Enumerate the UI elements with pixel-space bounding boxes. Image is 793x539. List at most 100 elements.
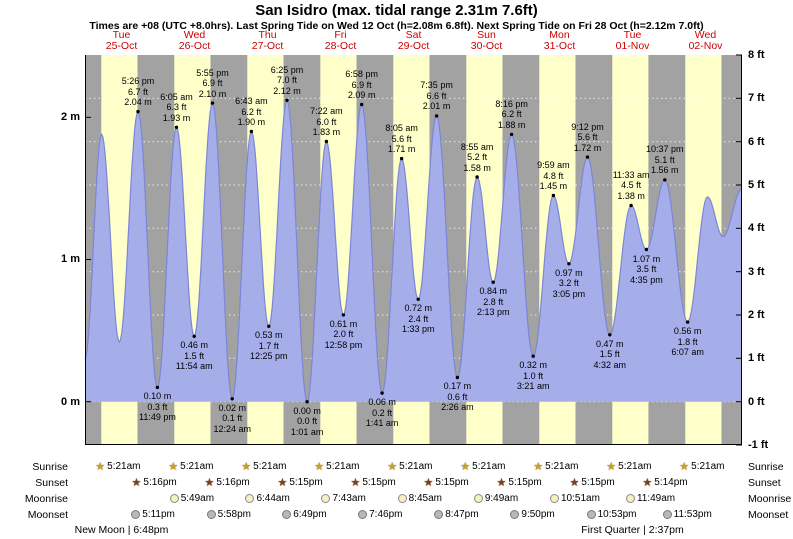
tide-extreme-dot <box>267 324 271 328</box>
moonrise-icon <box>321 494 331 503</box>
day-weekday: Sat <box>405 29 422 41</box>
sunset-entry: ★ 5:14pm <box>642 477 687 488</box>
sunset-entry: ★ 5:15pm <box>277 477 322 488</box>
day-label: Tue 01-Nov <box>616 30 650 52</box>
moonset-entry: 6:49pm <box>282 509 327 520</box>
sunrise-entry: ★ 5:21am <box>314 461 359 472</box>
moonset-icon <box>586 510 596 519</box>
sunrise-entry: ★ 5:21am <box>168 461 213 472</box>
moonrise-icon <box>625 494 635 503</box>
sunrise-time: 5:21am <box>180 461 214 472</box>
tide-extreme-dot <box>360 102 364 107</box>
tide-extreme-dot <box>629 203 633 208</box>
tide-extreme-dot <box>230 397 234 401</box>
y-axis-right-tick: 2 ft <box>748 309 765 321</box>
moonrise-time: 6:44am <box>256 493 290 504</box>
day-label: Sun 30-Oct <box>471 30 503 52</box>
sunset-time: 5:15pm <box>508 477 542 488</box>
tide-extreme-dot <box>341 313 346 317</box>
sunset-row-label-left: Sunset <box>35 477 68 489</box>
y-axis-right-tick: -1 ft <box>748 439 769 451</box>
moonrise-time: 5:49am <box>180 493 215 504</box>
tide-extreme-dot <box>192 334 196 338</box>
moonrise-icon <box>550 494 559 503</box>
sunset-icon: ★ <box>496 476 507 489</box>
moonset-icon <box>662 510 672 519</box>
moonset-time: 11:53pm <box>673 509 712 520</box>
moonset-entry: 5:58pm <box>206 509 251 520</box>
sunset-time: 5:16pm <box>143 477 177 488</box>
y-axis-left-tick: 1 m <box>61 253 80 266</box>
sunset-entry: ★ 5:15pm <box>350 477 395 488</box>
tide-extreme-dot <box>174 125 179 129</box>
sunrise-icon: ★ <box>241 460 252 473</box>
day-date: 26-Oct <box>178 40 211 52</box>
sunset-time: 5:16pm <box>216 477 250 488</box>
sunrise-time: 5:21am <box>618 461 652 472</box>
moonset-time: 9:50pm <box>521 509 555 520</box>
sunrise-icon: ★ <box>314 460 325 473</box>
moon-phase-label: First Quarter | 2:37pm <box>581 524 684 536</box>
day-weekday: Tue <box>623 29 642 41</box>
sunrise-time: 5:21am <box>399 461 433 472</box>
tide-extreme-dot <box>531 354 535 358</box>
sunrise-entry: ★ 5:21am <box>533 461 578 472</box>
tide-extreme-dot <box>380 391 384 395</box>
page-subtitle: Times are +08 (UTC +8.0hrs). Last Spring… <box>89 20 704 32</box>
sunset-icon: ★ <box>204 476 215 489</box>
tide-extreme-dot <box>685 320 690 324</box>
moonset-entry: 8:47pm <box>434 509 479 520</box>
day-weekday: Tue <box>112 29 131 41</box>
sunrise-time: 5:21am <box>253 461 287 472</box>
tide-extreme-dot <box>551 193 556 198</box>
sunrise-icon: ★ <box>679 460 690 473</box>
day-weekday: Sun <box>477 29 496 41</box>
y-axis-right-tick: 4 ft <box>748 222 765 235</box>
sunset-icon: ★ <box>131 476 142 489</box>
tide-extreme-dot <box>416 297 420 301</box>
sunset-icon: ★ <box>277 476 288 489</box>
sunrise-icon: ★ <box>606 460 617 473</box>
moonrise-time: 9:49am <box>484 493 519 504</box>
moonset-icon <box>206 510 216 519</box>
sunset-icon: ★ <box>569 476 580 489</box>
day-label: Mon 31-Oct <box>544 30 576 52</box>
tide-extreme-dot <box>455 375 460 380</box>
day-label: Sat 29-Oct <box>398 30 430 52</box>
sunrise-row-label-left: Sunrise <box>32 461 68 473</box>
sunset-icon: ★ <box>642 476 653 489</box>
sunset-time: 5:15pm <box>435 477 469 488</box>
moonrise-entry: 7:43am <box>321 493 366 504</box>
tide-extreme-dot <box>567 262 571 266</box>
moonrise-time: 8:45am <box>408 493 442 504</box>
tide-extreme-dot <box>399 156 404 161</box>
moonrise-row-label-right: Moonrise <box>748 493 792 505</box>
moonrise-icon <box>473 494 483 503</box>
moonrise-entry: 11:49am <box>625 493 676 504</box>
day-label: Fri 28-Oct <box>325 30 357 52</box>
tide-extreme-dot <box>285 98 289 102</box>
sunset-entry: ★ 5:15pm <box>569 477 614 488</box>
sunrise-entry: ★ 5:21am <box>241 461 286 472</box>
day-weekday: Fri <box>334 29 347 41</box>
tide-extreme-dot <box>155 385 160 390</box>
moonrise-entry: 8:45am <box>397 493 442 504</box>
moonset-icon <box>510 510 520 519</box>
y-axis-right-tick: 8 ft <box>748 49 765 61</box>
y-axis-right-tick: 5 ft <box>748 179 765 191</box>
tide-extreme-dot <box>585 155 590 159</box>
day-label: Thu 27-Oct <box>252 30 284 52</box>
moonrise-time: 11:49am <box>636 493 676 504</box>
sunrise-icon: ★ <box>460 460 471 473</box>
sunset-icon: ★ <box>350 476 361 489</box>
moonset-time: 8:47pm <box>445 509 479 520</box>
y-axis-right-tick: 0 ft <box>748 395 765 408</box>
sunrise-icon: ★ <box>95 460 106 473</box>
day-label: Wed 26-Oct <box>179 30 211 52</box>
moonset-entry: 7:46pm <box>358 509 402 520</box>
sunset-entry: ★ 5:16pm <box>205 477 250 488</box>
sunset-time: 5:15pm <box>362 477 396 488</box>
sunset-entry: ★ 5:16pm <box>132 477 177 488</box>
sunset-time: 5:15pm <box>289 477 323 488</box>
sunrise-entry: ★ 5:21am <box>460 461 505 472</box>
